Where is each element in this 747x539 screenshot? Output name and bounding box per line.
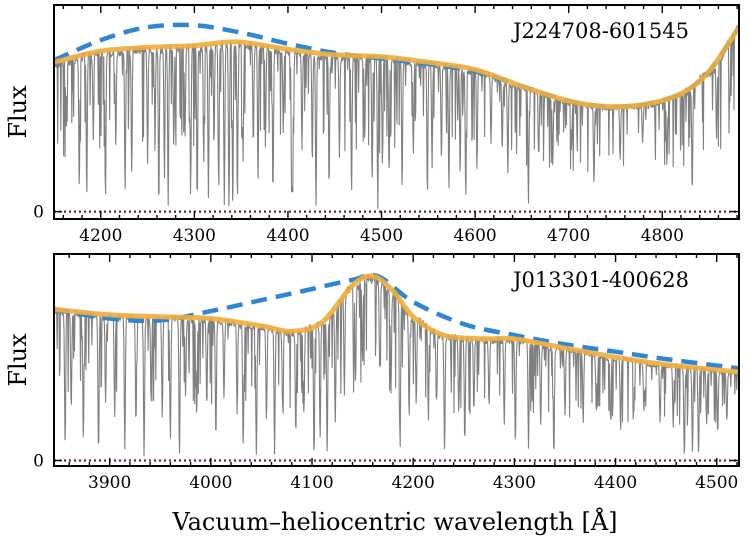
y-axis-label: Flux — [4, 333, 32, 387]
spectrum-line — [54, 275, 739, 457]
x-tick-label: 4500 — [360, 226, 403, 246]
x-axis-label: Vacuum–heliocentric wavelength [Å] — [171, 507, 617, 536]
plot-area — [54, 272, 739, 462]
x-tick-label: 3900 — [88, 473, 131, 493]
plot-area — [54, 22, 739, 213]
y-tick-label: 0 — [33, 203, 44, 223]
x-tick-label: 4300 — [493, 473, 536, 493]
x-tick-label: 4200 — [79, 226, 122, 246]
x-tick-label: 4500 — [695, 473, 738, 493]
x-tick-label: 4400 — [594, 473, 637, 493]
axes-frame — [53, 253, 740, 467]
x-tick-label: 4200 — [392, 473, 435, 493]
model-solid-line — [54, 25, 739, 110]
x-tick-label: 4800 — [641, 226, 684, 246]
y-axis-label: Flux — [4, 85, 32, 139]
x-tick-label: 4400 — [266, 226, 309, 246]
x-tick-label: 4300 — [173, 226, 216, 246]
x-tick-label: 4600 — [453, 226, 496, 246]
y-tick-label: 0 — [33, 451, 44, 471]
model-solid-line — [54, 273, 739, 375]
x-tick-label: 4700 — [547, 226, 590, 246]
object-id-label: J013301-400628 — [511, 268, 689, 292]
x-tick-label: 4000 — [189, 473, 232, 493]
panel-bottom: 3900 4000 4100 4200 4300 4400 4500 0 Flux J013301… — [4, 253, 740, 493]
object-id-label: J224708-601545 — [511, 19, 689, 43]
x-tick-label: 4100 — [290, 473, 333, 493]
axes-frame — [53, 4, 740, 220]
spectrum-line — [54, 25, 739, 210]
panel-top: 4200 4300 4400 4500 4600 4700 4800 0 Flux J224708… — [4, 4, 740, 246]
